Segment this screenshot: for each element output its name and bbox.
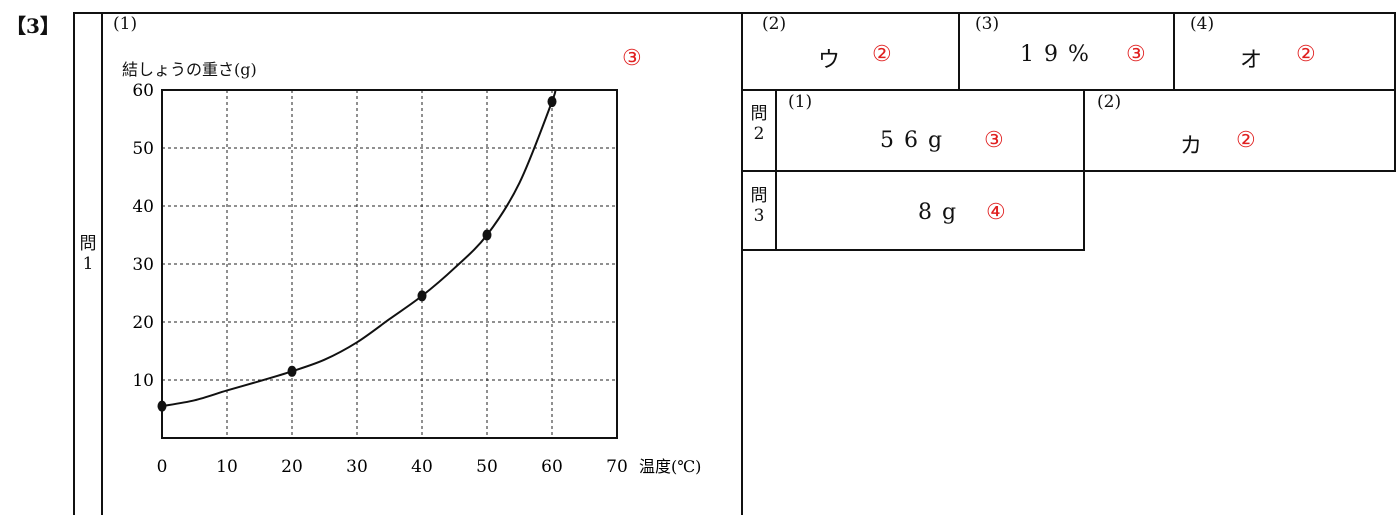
x-tick-label: 10 [216,457,238,477]
x-tick-label: 50 [476,457,498,477]
x-tick-label: 40 [411,457,433,477]
chart-axes [161,89,618,439]
data-point [157,400,167,412]
right-top-line [741,12,1396,14]
q2-row-label-kanji: 問 [750,104,768,124]
x-tick-label: 70 [606,457,628,477]
chart-ylabel: 結しょうの重さ(g) [122,60,257,79]
q3-row-label-kanji: 問 [750,186,768,206]
q2-q3-label-divider [775,89,777,251]
q1-4-label: (4) [1190,14,1215,34]
right-row1-div1 [958,12,960,91]
solubility-curve [161,89,557,408]
y-tick-label: 20 [132,313,154,333]
q3-score: ④ [986,200,1006,225]
q2-1-answer: 56g [880,128,953,153]
x-tick-label: 0 [157,457,168,477]
q1-2-answer: ウ [818,48,851,73]
q1-1-label: (1) [113,14,138,34]
q1-3-score: ③ [1126,42,1146,67]
data-point [482,229,492,241]
chart-grid [162,90,617,438]
frame-mid-line [741,12,743,515]
section-label: 【3】 [6,14,60,38]
q1-row-label-number: 1 [82,254,94,274]
q3-row-label: 問 3 [749,186,769,226]
q1-row-label-kanji: 問 [79,234,97,254]
q1-4-score: ② [1296,42,1316,67]
q1-2-label: (2) [762,14,787,34]
q1-4-answer: オ [1240,48,1273,73]
q2-2-label: (2) [1097,92,1122,112]
q3-bottom-line [741,249,1085,251]
plot-frame [161,89,618,439]
y-tick-label: 10 [132,371,154,391]
q2-row-label-number: 2 [753,124,765,144]
frame-left-line [73,12,75,515]
q2-2-score: ② [1236,128,1256,153]
right-edge-line [1394,12,1396,172]
q2-row-label: 問 2 [749,104,769,144]
q3-row-label-number: 3 [753,206,765,226]
q1-1-score: ③ [622,46,642,71]
frame-label-divider [101,12,103,515]
q1-3-answer: 19% [1020,42,1099,67]
y-tick-label: 30 [132,255,154,275]
data-point [287,365,297,377]
x-tick-label: 20 [281,457,303,477]
chart-data-points [157,96,557,412]
q1-3-label: (3) [975,14,1000,34]
data-point [547,96,557,108]
y-tick-label: 50 [132,139,154,159]
chart-tick-labels: 0 10 20 30 40 50 60 70 10 20 30 40 50 60 [132,81,627,477]
y-tick-label: 60 [132,81,154,101]
q2-2-answer: カ [1180,134,1213,159]
solubility-chart: 0 10 20 30 40 50 60 70 10 20 30 40 50 60 温度(℃) [132,81,701,477]
q1-row-label: 問 1 [78,234,98,274]
right-row1-div2 [1173,12,1175,91]
x-tick-label: 30 [346,457,368,477]
x-tick-label: 60 [541,457,563,477]
y-tick-label: 40 [132,197,154,217]
q2-bottom-line [741,170,1396,172]
chart-xlabel: 温度(℃) [639,457,701,476]
q3-answer: 8g [918,200,967,225]
q2-1-label: (1) [788,92,813,112]
q2-mid-divider [1083,89,1085,251]
q1-2-score: ② [872,42,892,67]
data-point [417,290,427,302]
frame-top-line [73,12,743,14]
q2-1-score: ③ [984,128,1004,153]
right-row1-bottom [741,89,1396,91]
